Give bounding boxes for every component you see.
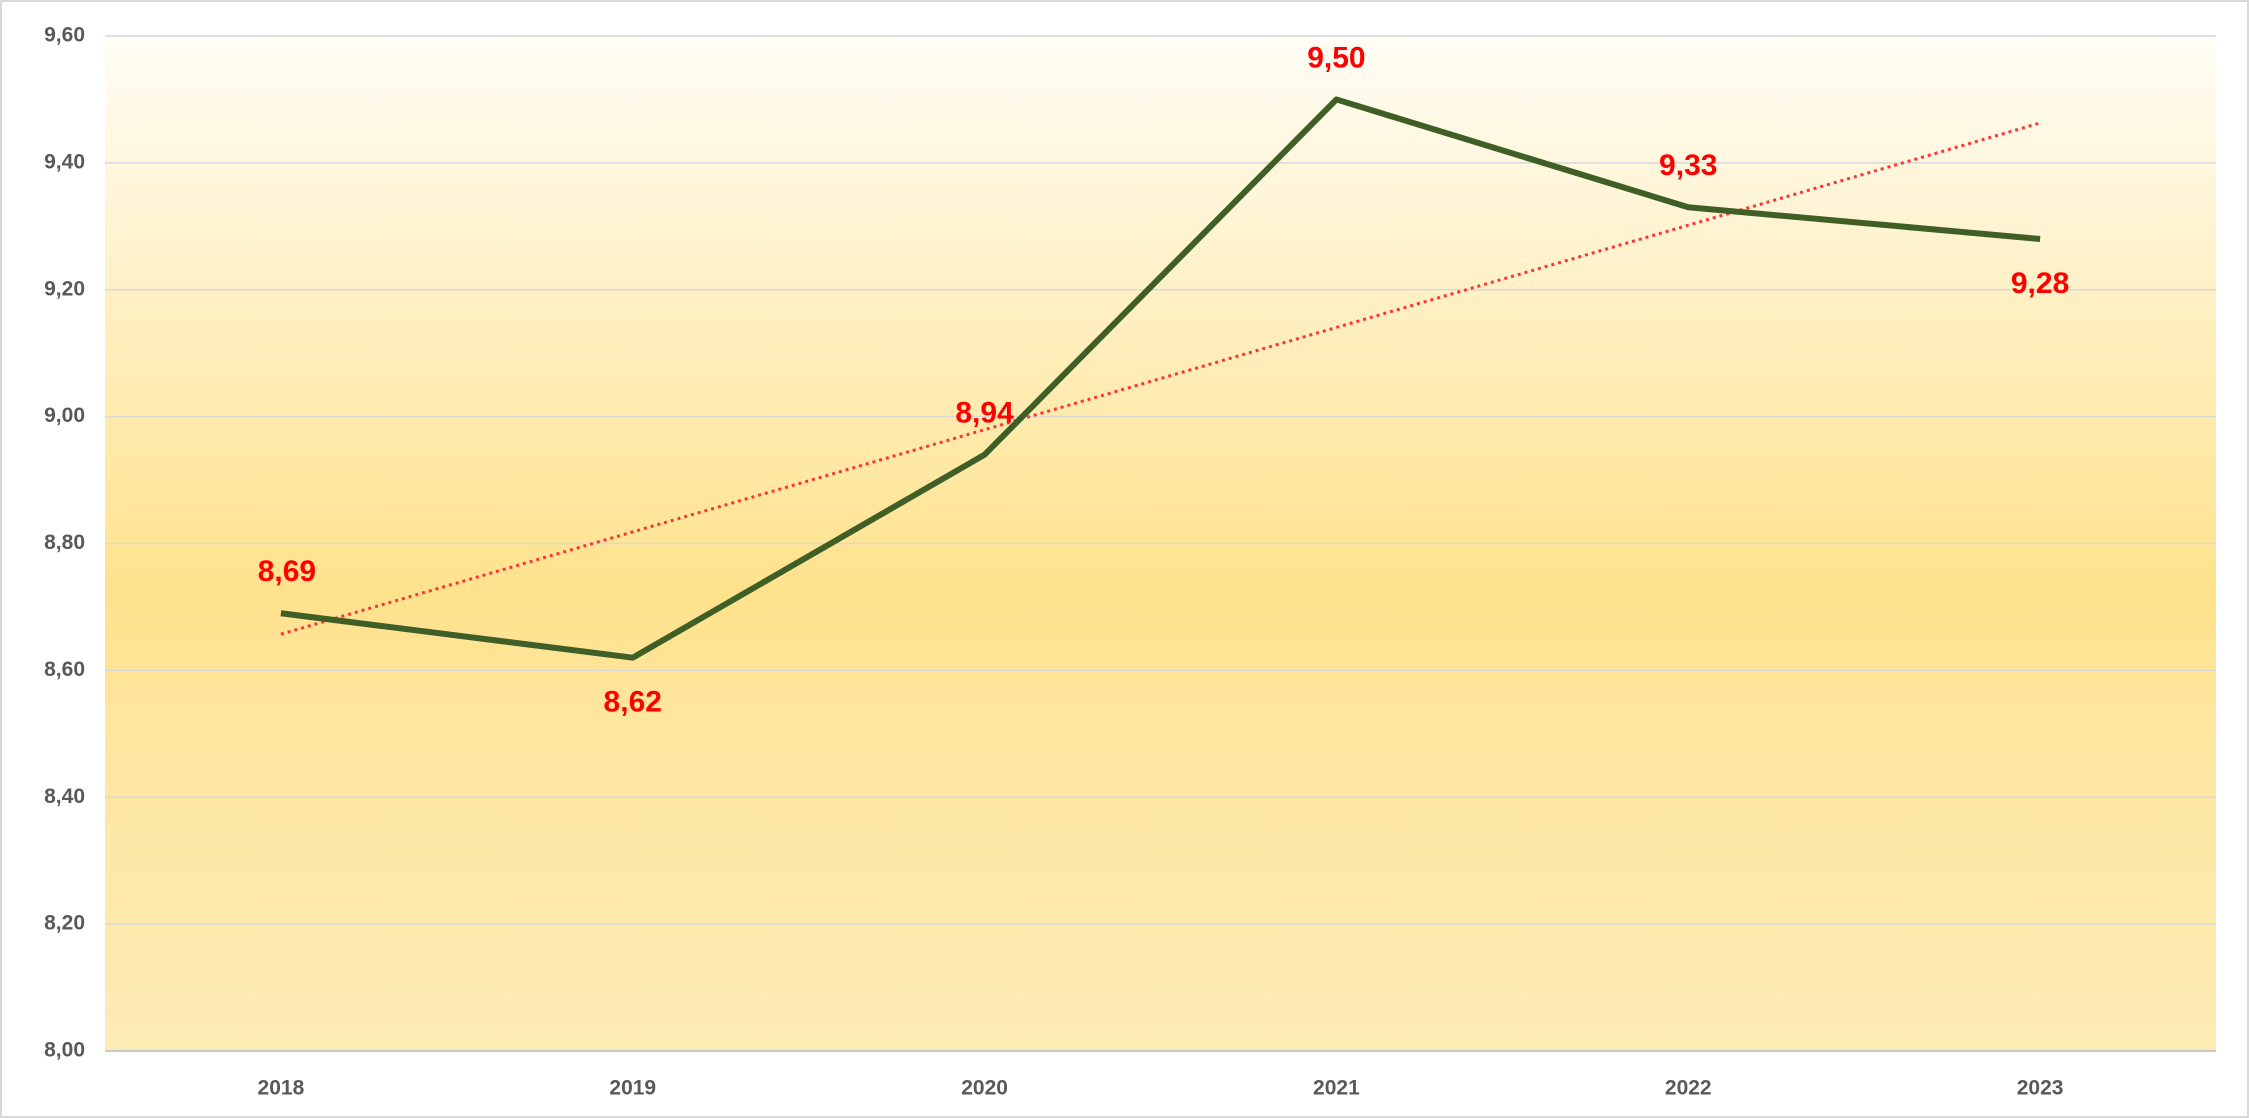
x-tick-label: 2019	[609, 1077, 656, 1100]
y-tick-label: 8,20	[44, 912, 85, 935]
data-label: 8,94	[955, 397, 1014, 430]
y-tick-label: 9,20	[44, 277, 85, 300]
y-tick-label: 9,60	[44, 24, 85, 47]
data-label: 9,33	[1659, 149, 1717, 182]
y-tick-label: 8,80	[44, 531, 85, 554]
x-tick-label: 2021	[1313, 1077, 1360, 1100]
data-label: 8,69	[258, 555, 316, 588]
y-tick-label: 8,00	[44, 1039, 85, 1062]
data-line	[280, 96, 2041, 661]
y-tick-label: 9,40	[44, 150, 85, 173]
x-tick-label: 2023	[2017, 1077, 2064, 1100]
data-label: 9,50	[1307, 41, 1365, 74]
y-tick-label: 9,00	[44, 404, 85, 427]
data-label: 9,28	[2011, 267, 2069, 300]
y-tick-label: 8,40	[44, 785, 85, 808]
data-label: 8,62	[604, 686, 662, 719]
x-tick-label: 2020	[961, 1077, 1008, 1100]
y-tick-label: 8,60	[44, 658, 85, 681]
trendline	[280, 121, 2041, 636]
x-tick-label: 2018	[258, 1077, 305, 1100]
x-tick-label: 2022	[1665, 1077, 1712, 1100]
